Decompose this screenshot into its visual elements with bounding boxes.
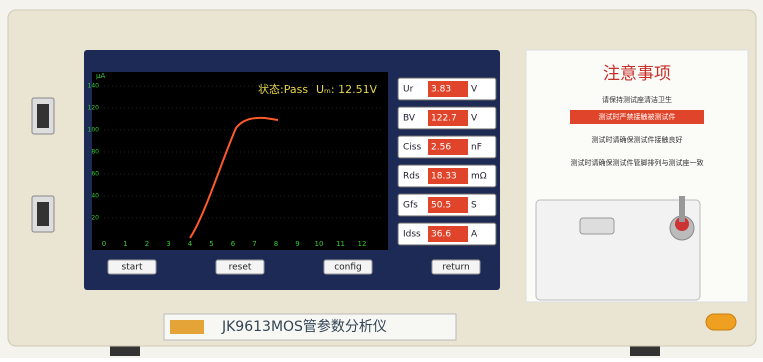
param-value: 2.56 bbox=[431, 143, 451, 153]
x-tick-label: 7 bbox=[252, 240, 256, 248]
notice-line: 测试时请确保测试件管脚排列与测试座一致 bbox=[571, 158, 704, 167]
y-tick-label: 20 bbox=[91, 215, 99, 222]
soft-button-label[interactable]: reset bbox=[229, 263, 252, 273]
x-tick-label: 3 bbox=[166, 240, 170, 248]
param-label: BV bbox=[403, 114, 416, 124]
param-unit: nF bbox=[471, 143, 482, 153]
y-unit: μA bbox=[96, 72, 105, 80]
test-socket bbox=[536, 200, 700, 300]
voltage-text: Uₘ: 12.51V bbox=[316, 83, 378, 96]
notice-title: 注意事项 bbox=[603, 64, 671, 84]
device-photo: 状态:Pass Uₘ: 12.51V μA 20 40 60 80 100 120 140 0… bbox=[0, 0, 763, 358]
x-tick-label: 1 bbox=[123, 240, 127, 248]
notice-line: 测试时请确保测试件接触良好 bbox=[592, 135, 683, 144]
notice-line: 测试时严禁接触被测试件 bbox=[599, 112, 676, 121]
x-tick-label: 10 bbox=[315, 240, 324, 248]
soft-button-label[interactable]: config bbox=[334, 263, 362, 273]
soft-button-label[interactable]: return bbox=[442, 263, 470, 273]
x-tick-label: 9 bbox=[295, 240, 299, 248]
param-label: Idss bbox=[403, 230, 421, 240]
param-unit: A bbox=[471, 230, 478, 240]
y-tick-label: 40 bbox=[91, 193, 99, 200]
y-tick-label: 80 bbox=[91, 149, 99, 156]
param-label: Ur bbox=[403, 85, 414, 95]
x-tick-label: 6 bbox=[231, 240, 236, 248]
soft-button-label[interactable]: start bbox=[122, 263, 143, 273]
lever[interactable] bbox=[679, 196, 685, 222]
y-tick-label: 60 bbox=[91, 171, 99, 178]
y-tick-label: 120 bbox=[88, 105, 100, 112]
y-tick-label: 140 bbox=[88, 83, 100, 90]
param-value: 3.83 bbox=[431, 85, 451, 95]
y-tick-label: 100 bbox=[88, 127, 100, 134]
status-text: 状态:Pass bbox=[258, 82, 308, 96]
param-value: 18.33 bbox=[431, 172, 457, 182]
param-label: Gfs bbox=[403, 201, 418, 211]
param-value: 36.6 bbox=[431, 230, 451, 240]
param-label: Ciss bbox=[403, 143, 421, 153]
socket-pins bbox=[580, 218, 614, 234]
param-value: 122.7 bbox=[431, 114, 457, 124]
notice-line: 请保持测试座清洁卫生 bbox=[602, 95, 672, 104]
brand-logo bbox=[170, 320, 204, 334]
param-unit: S bbox=[471, 201, 477, 211]
x-tick-label: 8 bbox=[274, 240, 278, 248]
x-tick-label: 5 bbox=[209, 240, 213, 248]
model-text: JK9613MOS管参数分析仪 bbox=[221, 318, 387, 335]
param-unit: V bbox=[471, 114, 478, 124]
param-unit: mΩ bbox=[471, 172, 487, 182]
param-value: 50.5 bbox=[431, 201, 451, 211]
x-tick-label: 4 bbox=[188, 240, 193, 248]
power-button[interactable] bbox=[706, 314, 736, 330]
usb-slot bbox=[37, 104, 49, 128]
x-tick-label: 11 bbox=[336, 240, 345, 248]
x-tick-label: 12 bbox=[358, 240, 367, 248]
param-label: Rds bbox=[403, 172, 420, 182]
param-unit: V bbox=[471, 85, 478, 95]
plot-area bbox=[92, 72, 388, 250]
usb-slot bbox=[37, 202, 49, 226]
x-tick-label: 2 bbox=[145, 240, 149, 248]
x-tick-label: 0 bbox=[102, 240, 106, 248]
